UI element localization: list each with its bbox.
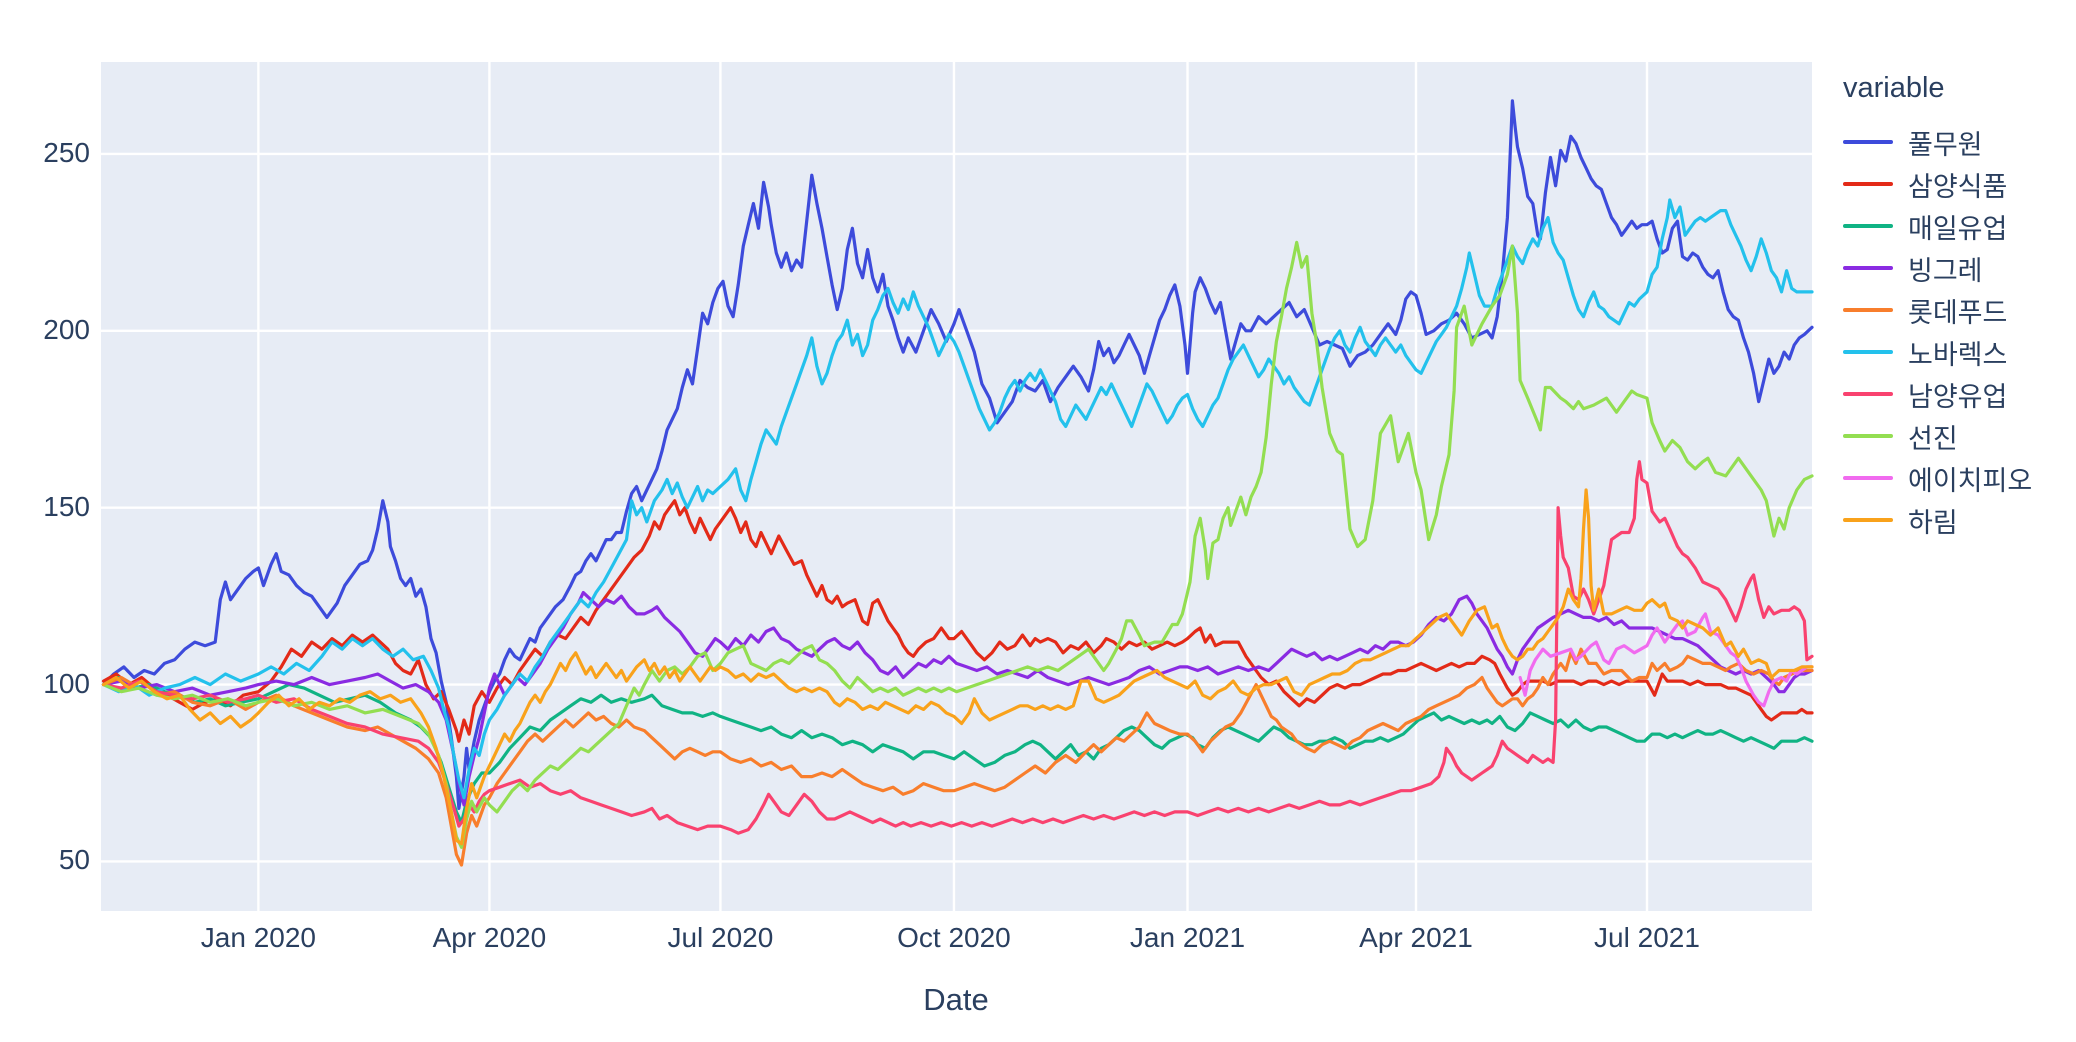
legend-item-label: 남양유업 (1908, 381, 2008, 412)
legend-item-삼양식품[interactable]: 삼양식품 (1843, 163, 2073, 205)
legend-line-swatch-icon (1843, 476, 1893, 480)
legend-title: variable (1843, 72, 1945, 104)
legend-item-빙그레[interactable]: 빙그레 (1843, 247, 2073, 289)
x-tick-label: Apr 2021 (1359, 922, 1473, 953)
legend-line-swatch-icon (1843, 182, 1893, 186)
legend-item-label: 선진 (1908, 423, 1958, 454)
series-line-풀무원 (101, 99, 1814, 811)
legend-item-풀무원[interactable]: 풀무원 (1843, 121, 2073, 163)
legend-item-label: 매일유업 (1908, 213, 2008, 244)
legend-item-label: 노바렉스 (1908, 339, 2008, 370)
legend-item-label: 빙그레 (1908, 255, 1983, 286)
legend-item-남양유업[interactable]: 남양유업 (1843, 373, 2073, 415)
legend-item-선진[interactable]: 선진 (1843, 415, 2073, 457)
legend-line-swatch-icon (1843, 224, 1893, 228)
legend-item-롯데푸드[interactable]: 롯데푸드 (1843, 289, 2073, 331)
y-tick-label: 150 (43, 490, 90, 522)
legend-line-swatch-icon (1843, 266, 1893, 270)
legend-item-label: 롯데푸드 (1908, 297, 2008, 328)
y-tick-label: 100 (43, 667, 90, 699)
x-tick-label: Jan 2021 (1129, 922, 1246, 953)
legend-line-swatch-icon (1843, 308, 1893, 312)
series-line-남양유업 (101, 460, 1814, 835)
legend-line-swatch-icon (1843, 392, 1893, 396)
legend-line-swatch-icon (1843, 434, 1893, 438)
legend-line-swatch-icon (1843, 350, 1893, 354)
y-tick-label: 250 (43, 136, 90, 168)
plot-background (101, 62, 1812, 911)
legend-item-label: 하림 (1908, 507, 1958, 538)
x-tick-label: Jul 2020 (667, 922, 774, 953)
legend-line-swatch-icon (1843, 140, 1893, 144)
x-tick-label: Apr 2020 (432, 922, 547, 953)
legend-item-하림[interactable]: 하림 (1843, 499, 2073, 541)
series-line-하림 (101, 488, 1814, 846)
legend-item-label: 삼양식품 (1908, 171, 2008, 202)
series-line-에이치피오 (1518, 612, 1814, 708)
legend-item-label: 에이치피오 (1908, 465, 2033, 496)
legend-item-에이치피오[interactable]: 에이치피오 (1843, 457, 2073, 499)
legend-item-매일유업[interactable]: 매일유업 (1843, 205, 2073, 247)
series-line-선진 (101, 240, 1814, 849)
legend-line-swatch-icon (1843, 518, 1893, 522)
series-line-노바렉스 (101, 198, 1814, 800)
legend-item-label: 풀무원 (1908, 129, 1983, 160)
y-tick-label: 200 (43, 313, 90, 345)
y-tick-label: 50 (58, 844, 90, 876)
x-tick-label: Jul 2021 (1594, 922, 1700, 953)
x-axis-title: Date (923, 982, 989, 1017)
legend-item-노바렉스[interactable]: 노바렉스 (1843, 331, 2073, 373)
x-tick-label: Jan 2020 (200, 922, 316, 953)
x-tick-label: Oct 2020 (897, 922, 1011, 953)
